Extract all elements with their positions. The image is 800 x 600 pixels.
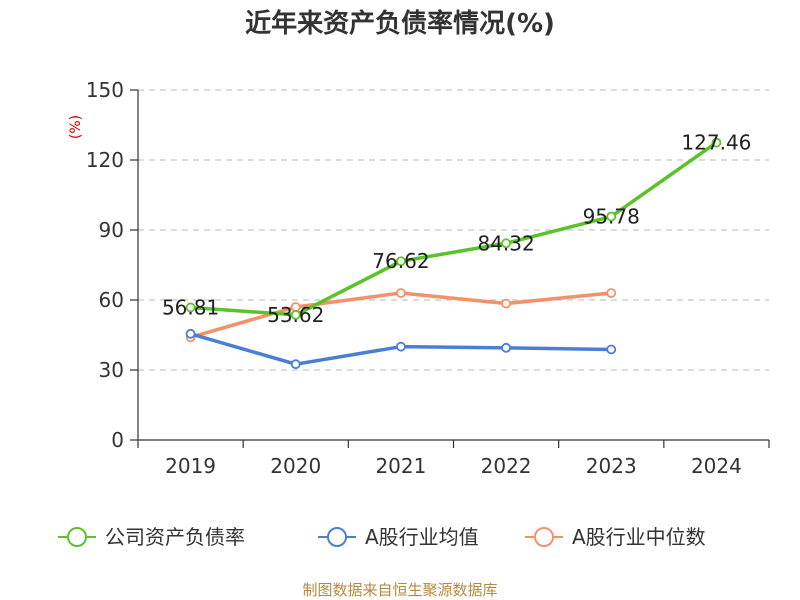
data-point (606, 211, 617, 222)
y-tick-label: 30 (99, 358, 124, 382)
data-point (501, 342, 511, 353)
x-tick-label: 2023 (586, 454, 637, 478)
data-point (185, 302, 196, 313)
x-tick-label: 2020 (270, 454, 321, 478)
legend-item: 公司资产负债率 (58, 525, 245, 549)
source-note: 制图数据来自恒生聚源数据库 (302, 581, 497, 599)
legend-item: A股行业均值 (318, 525, 479, 549)
y-tick-label: 120 (86, 148, 124, 172)
x-tick-label: 2024 (691, 454, 742, 478)
legend-item: A股行业中位数 (525, 525, 706, 549)
data-point (711, 137, 722, 148)
data-label: 84.32 (477, 231, 534, 255)
legend-marker (327, 527, 347, 547)
data-labels: 56.81 53.62 76.62 84.32 95.78 127.46 (162, 131, 751, 327)
legend-marker (534, 527, 554, 547)
data-point (501, 298, 511, 309)
legend-marker (67, 527, 87, 547)
axes (130, 89, 770, 448)
data-label: 76.62 (372, 249, 429, 273)
data-label: 127.46 (681, 131, 751, 155)
legend-label: A股行业中位数 (572, 525, 706, 549)
series-0 (185, 137, 722, 320)
legend-label: 公司资产负债率 (105, 525, 245, 549)
grid-lines (138, 89, 769, 371)
data-label: 56.81 (162, 295, 219, 319)
series-2 (185, 288, 617, 343)
data-point (185, 328, 196, 339)
x-tick-label: 2021 (375, 454, 426, 478)
data-point (396, 341, 406, 352)
data-point (606, 288, 617, 298)
legend: 公司资产负债率 A股行业均值 A股行业中位数 (58, 525, 706, 549)
data-label: 95.78 (583, 205, 640, 229)
chart-title: 近年来资产负债率情况(%) (245, 8, 555, 39)
y-axis-unit: (%) (68, 115, 84, 139)
data-point (396, 288, 406, 298)
x-tick-labels: 2019 2020 2021 2022 2023 2024 (165, 454, 742, 478)
y-tick-labels: 0 30 60 90 120 150 (86, 78, 124, 452)
x-tick-label: 2019 (165, 454, 216, 478)
series-line (190, 141, 718, 317)
data-label: 53.62 (267, 303, 324, 327)
data-point (606, 344, 617, 355)
y-tick-label: 60 (99, 288, 124, 312)
data-point (396, 256, 406, 267)
data-point (290, 309, 301, 320)
y-tick-label: 150 (86, 78, 124, 102)
data-point (290, 359, 301, 370)
x-tick-label: 2022 (481, 454, 532, 478)
y-tick-label: 0 (111, 428, 124, 452)
series-group (185, 137, 722, 370)
series-1 (185, 328, 617, 370)
y-tick-label: 90 (99, 218, 124, 242)
legend-label: A股行业均值 (365, 525, 479, 549)
data-point (501, 238, 511, 249)
